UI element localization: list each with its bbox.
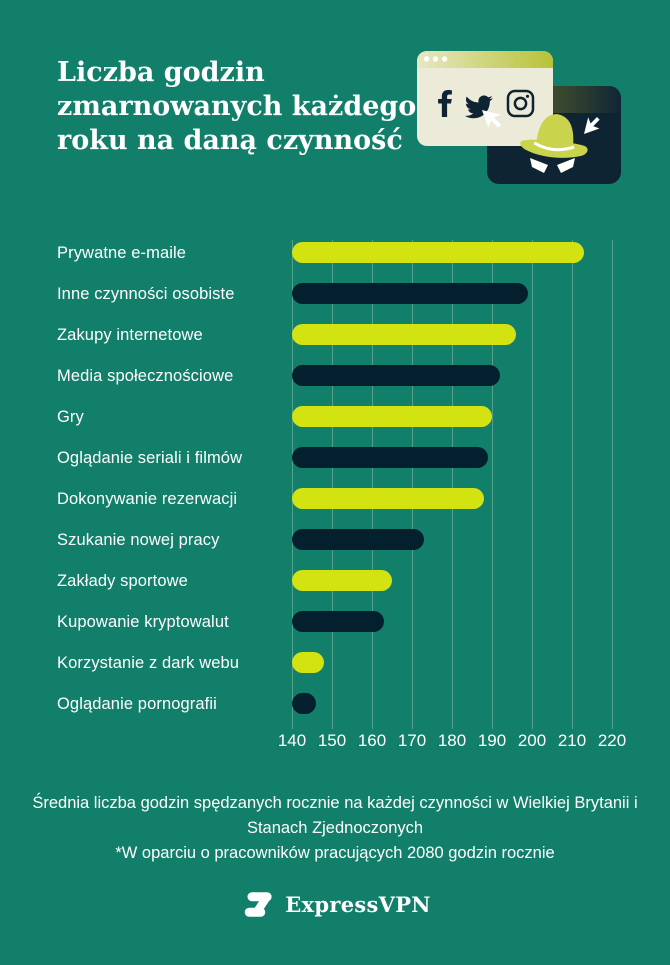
category-label: Media społecznościowe bbox=[57, 367, 234, 385]
title-line-3: roku na daną czynność bbox=[57, 125, 403, 156]
category-label: Gry bbox=[57, 408, 84, 426]
bar-1 bbox=[292, 242, 584, 263]
category-label: Oglądanie pornografii bbox=[57, 695, 217, 713]
category-label: Zakupy internetowe bbox=[57, 326, 203, 344]
brand-name: ExpressVPN bbox=[285, 891, 431, 917]
window-dot bbox=[432, 56, 439, 62]
x-tick-label: 190 bbox=[477, 731, 507, 750]
cursor-icon bbox=[482, 110, 502, 128]
title-line-1: Liczba godzin bbox=[57, 57, 265, 88]
gridline bbox=[412, 240, 413, 729]
category-label: Kupowanie kryptowalut bbox=[57, 613, 229, 631]
cursor-icon bbox=[584, 117, 600, 134]
bar-6 bbox=[292, 447, 488, 468]
incognito-spy-icon bbox=[520, 114, 600, 173]
brand-logo: ExpressVPN bbox=[0, 884, 670, 924]
header-illustration bbox=[417, 51, 621, 184]
gridline bbox=[452, 240, 453, 729]
x-tick-label: 180 bbox=[437, 731, 467, 750]
spy-eye bbox=[530, 158, 548, 173]
gridline bbox=[492, 240, 493, 729]
footnote: Średnia liczba godzin spędzanych rocznie… bbox=[0, 791, 670, 866]
bar-8 bbox=[292, 529, 424, 550]
gridline bbox=[332, 240, 333, 729]
category-label: Dokonywanie rezerwacji bbox=[57, 490, 238, 508]
category-label: Oglądanie seriali i filmów bbox=[57, 449, 243, 467]
instagram-icon bbox=[506, 89, 535, 118]
category-label: Inne czynności osobiste bbox=[57, 285, 235, 303]
x-tick-label: 160 bbox=[357, 731, 387, 750]
spy-eye bbox=[557, 158, 575, 173]
x-tick-label: 220 bbox=[597, 731, 627, 750]
expressvpn-logo-icon bbox=[244, 891, 272, 917]
bar-10 bbox=[292, 611, 384, 632]
bar-3 bbox=[292, 324, 516, 345]
bar-12 bbox=[292, 693, 316, 714]
bar-4 bbox=[292, 365, 500, 386]
bar-9 bbox=[292, 570, 392, 591]
title-line-2: zmarnowanych każdego bbox=[57, 91, 417, 122]
browser-window bbox=[417, 51, 553, 146]
gridline bbox=[372, 240, 373, 729]
gridline bbox=[292, 240, 293, 729]
x-tick-label: 210 bbox=[557, 731, 587, 750]
bar-2 bbox=[292, 283, 528, 304]
window-dot bbox=[441, 56, 448, 62]
footnote-line-1: Średnia liczba godzin spędzanych rocznie… bbox=[32, 794, 638, 837]
page-title: Liczba godzin zmarnowanych każdego roku … bbox=[57, 56, 416, 158]
bar-5 bbox=[292, 406, 492, 427]
window-dot bbox=[423, 56, 430, 62]
x-tick-label: 150 bbox=[317, 731, 347, 750]
gridline bbox=[532, 240, 533, 729]
bar-11 bbox=[292, 652, 324, 673]
bar-7 bbox=[292, 488, 484, 509]
x-tick-label: 200 bbox=[517, 731, 547, 750]
category-label: Zakłady sportowe bbox=[57, 572, 188, 590]
category-label: Szukanie nowej pracy bbox=[57, 531, 220, 549]
facebook-icon bbox=[438, 90, 452, 117]
footnote-line-2: *W oparciu o pracowników pracujących 208… bbox=[115, 844, 555, 862]
category-label: Prywatne e-maile bbox=[57, 244, 187, 262]
category-label: Korzystanie z dark webu bbox=[57, 654, 240, 672]
x-tick-label: 140 bbox=[277, 731, 307, 750]
gridline bbox=[572, 240, 573, 729]
x-tick-label: 170 bbox=[397, 731, 427, 750]
gridline bbox=[612, 240, 613, 729]
